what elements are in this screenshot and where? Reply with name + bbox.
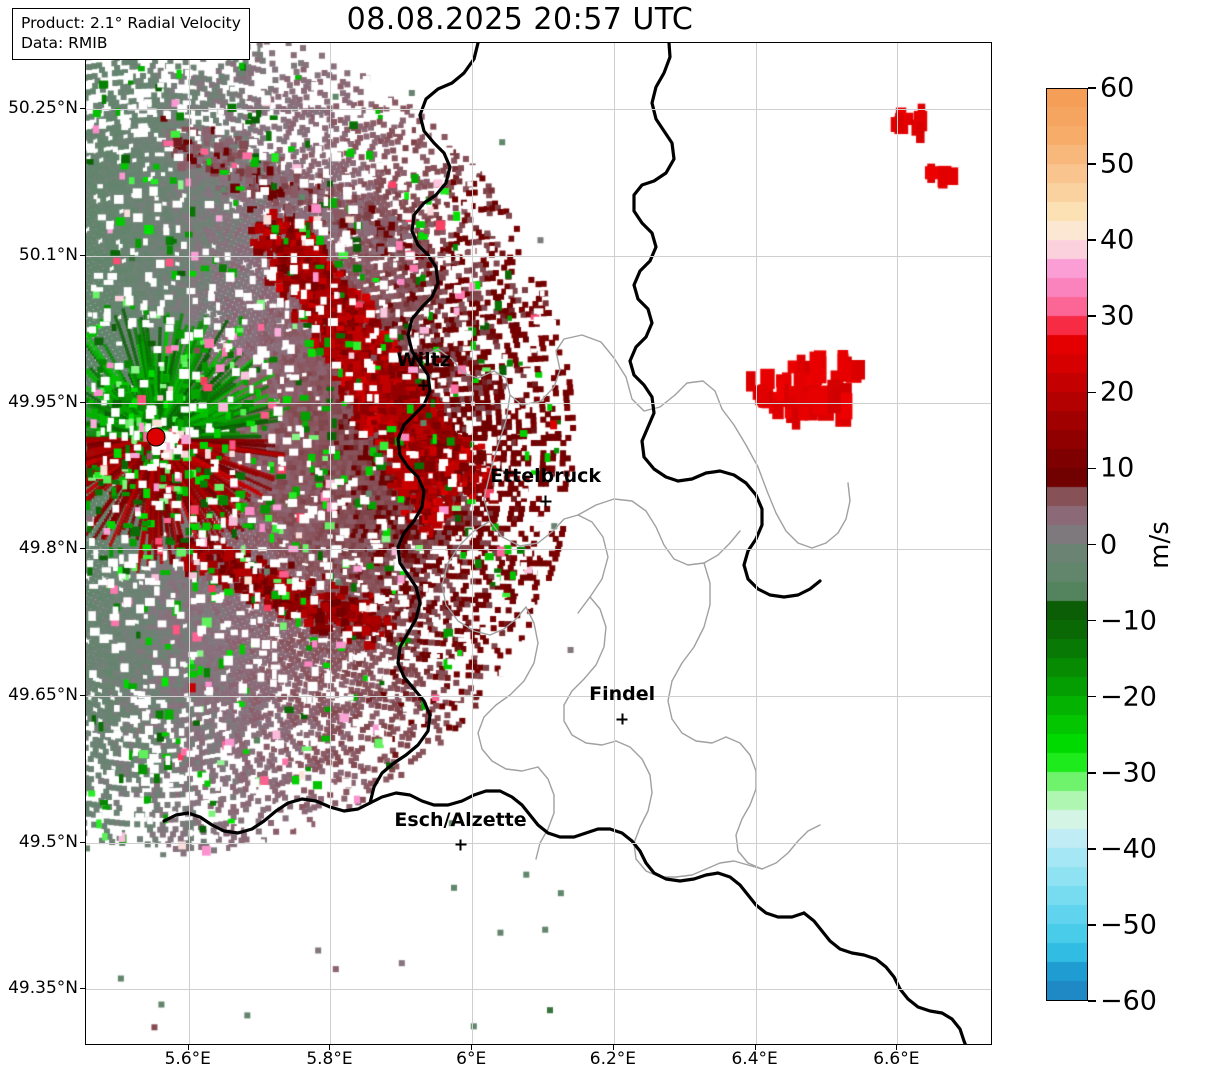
radial-velocity-raster bbox=[86, 43, 991, 1044]
colorbar-tick-label: 60 bbox=[1100, 72, 1135, 104]
colorbar-tickmark bbox=[1088, 239, 1096, 241]
colorbar-tickmark bbox=[1088, 924, 1096, 926]
colorbar-tick-label: −20 bbox=[1100, 681, 1157, 713]
y-axis-tick-label: 50.25°N bbox=[8, 98, 78, 119]
national-borders bbox=[162, 43, 967, 1044]
gridline-vertical bbox=[188, 43, 190, 1044]
city-label-wiltz: Wiltz bbox=[396, 349, 451, 372]
x-tickmark bbox=[896, 1045, 898, 1050]
gridline-horizontal bbox=[86, 109, 991, 111]
colorbar-tickmark bbox=[1088, 848, 1096, 850]
city-marker-wiltz bbox=[418, 379, 430, 391]
colorbar-tickmark bbox=[1088, 87, 1096, 89]
colorbar-tick-label: −60 bbox=[1100, 985, 1157, 1017]
x-tickmark bbox=[329, 1045, 331, 1050]
city-label-findel: Findel bbox=[589, 683, 656, 706]
colorbar-tickmark bbox=[1088, 543, 1096, 546]
x-tickmark bbox=[471, 1045, 473, 1050]
x-tickmark bbox=[187, 1045, 189, 1050]
page-title: 08.08.2025 20:57 UTC bbox=[346, 2, 694, 37]
y-tickmark bbox=[80, 108, 85, 110]
colorbar-tick-label: −50 bbox=[1100, 909, 1157, 941]
radar-map-plot[interactable] bbox=[85, 42, 992, 1045]
y-tickmark bbox=[80, 255, 85, 257]
x-axis-tick-label: 5.6°E bbox=[164, 1049, 211, 1069]
y-axis-tick-label: 50.1°N bbox=[18, 245, 78, 266]
gridline-vertical bbox=[897, 43, 899, 1044]
gridline-horizontal bbox=[86, 989, 991, 991]
gridline-vertical bbox=[330, 43, 332, 1044]
colorbar-axis-label: m/s bbox=[1145, 521, 1175, 569]
colorbar-tick-label: 30 bbox=[1100, 300, 1135, 332]
colorbar-tick-label: 10 bbox=[1100, 452, 1135, 484]
colorbar-tick-label: −40 bbox=[1100, 833, 1157, 865]
y-axis-tick-label: 49.65°N bbox=[8, 685, 78, 706]
y-tickmark bbox=[80, 695, 85, 697]
gridline-horizontal bbox=[86, 256, 991, 258]
city-marker-ettelbruck bbox=[540, 495, 552, 507]
gridline-horizontal bbox=[86, 402, 991, 404]
y-tickmark bbox=[80, 841, 85, 843]
colorbar-tickmark bbox=[1088, 315, 1096, 318]
colorbar-tick-label: −10 bbox=[1100, 605, 1157, 637]
colorbar-tick-label: 50 bbox=[1100, 148, 1135, 180]
city-label-ettelbruck: Ettelbruck bbox=[490, 465, 602, 488]
colorbar-tick-label: 20 bbox=[1100, 376, 1135, 408]
x-tickmark bbox=[754, 1045, 756, 1050]
y-axis-tick-labels: 50.25°N 50.1°N 49.95°N 49.8°N 49.65°N 49.5°N 4… bbox=[0, 0, 78, 1081]
colorbar-gradient bbox=[1047, 89, 1087, 1000]
gridline-horizontal bbox=[86, 549, 991, 551]
x-axis-tick-label: 6.2°E bbox=[589, 1049, 637, 1069]
y-axis-tick-label: 49.95°N bbox=[8, 391, 78, 412]
y-axis-tick-label: 49.35°N bbox=[8, 978, 78, 999]
gridline-horizontal bbox=[86, 696, 991, 698]
colorbar-tickmark bbox=[1088, 467, 1096, 470]
colorbar-tickmark bbox=[1088, 619, 1096, 622]
y-axis-tick-label: 49.8°N bbox=[18, 538, 78, 559]
x-axis-tick-label: 6°E bbox=[456, 1049, 487, 1069]
colorbar-tickmark bbox=[1088, 695, 1096, 698]
y-tickmark bbox=[80, 401, 85, 403]
administrative-boundaries bbox=[422, 334, 851, 878]
plot-clip-area bbox=[86, 43, 991, 1044]
colorbar-tick-label: −30 bbox=[1100, 757, 1157, 789]
city-marker-findel bbox=[616, 713, 628, 725]
product-info-box: Product: 2.1° Radial Velocity Data: RMIB bbox=[12, 8, 250, 60]
city-label-esch-alzette: Esch/Alzette bbox=[394, 808, 527, 831]
colorbar-tickmark bbox=[1088, 771, 1096, 774]
colorbar-tickmark bbox=[1088, 391, 1096, 394]
info-product-line: Product: 2.1° Radial Velocity bbox=[21, 14, 241, 32]
gridline-horizontal bbox=[86, 842, 991, 844]
radar-site-marker bbox=[146, 427, 166, 447]
colorbar-tick-label: 0 bbox=[1100, 529, 1118, 560]
city-marker-esch-alzette bbox=[455, 839, 467, 851]
colorbar-tickmark bbox=[1088, 163, 1096, 165]
y-tickmark bbox=[80, 548, 85, 550]
velocity-colorbar[interactable] bbox=[1046, 88, 1088, 1001]
gridline-vertical bbox=[613, 43, 615, 1044]
colorbar-tick-label: 40 bbox=[1100, 224, 1135, 256]
info-data-line: Data: RMIB bbox=[21, 34, 108, 53]
y-tickmark bbox=[80, 988, 85, 990]
gridline-vertical bbox=[755, 43, 757, 1044]
y-axis-tick-label: 49.5°N bbox=[18, 831, 78, 852]
x-axis-tick-label: 5.8°E bbox=[306, 1049, 353, 1069]
gridline-vertical bbox=[472, 43, 474, 1044]
colorbar-tickmark bbox=[1088, 1000, 1096, 1002]
x-axis-tick-label: 6.4°E bbox=[731, 1049, 778, 1069]
map-vector-layer bbox=[162, 43, 967, 1044]
x-axis-tick-label: 6.6°E bbox=[873, 1049, 920, 1069]
x-tickmark bbox=[612, 1045, 614, 1050]
